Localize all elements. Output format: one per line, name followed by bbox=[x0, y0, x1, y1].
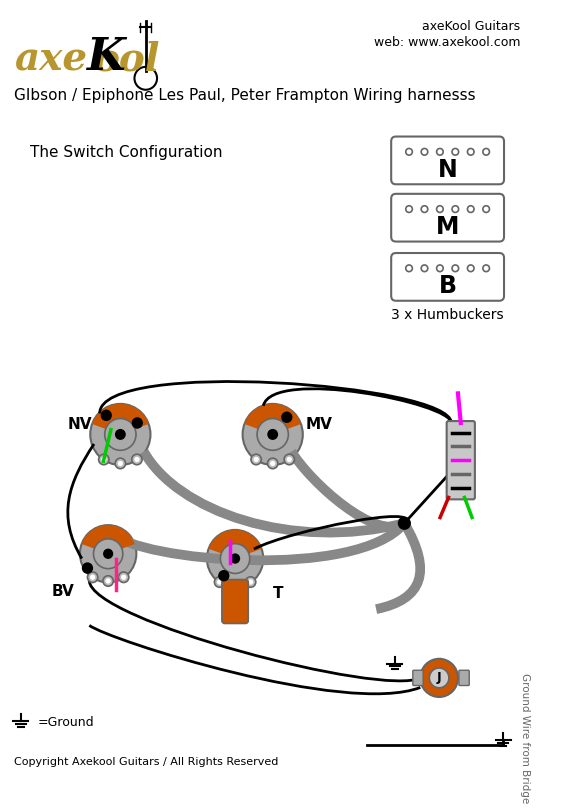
Circle shape bbox=[230, 553, 240, 564]
Circle shape bbox=[268, 458, 278, 469]
Circle shape bbox=[243, 404, 303, 465]
Circle shape bbox=[115, 429, 126, 440]
Text: The Switch Configuration: The Switch Configuration bbox=[30, 145, 223, 160]
Circle shape bbox=[132, 417, 143, 428]
Circle shape bbox=[115, 458, 125, 469]
Circle shape bbox=[437, 206, 443, 212]
Circle shape bbox=[101, 457, 107, 463]
Circle shape bbox=[251, 454, 261, 465]
Circle shape bbox=[267, 429, 278, 440]
Circle shape bbox=[105, 578, 111, 584]
Circle shape bbox=[100, 410, 112, 421]
Text: N: N bbox=[438, 158, 458, 182]
Circle shape bbox=[452, 148, 459, 156]
Text: ool: ool bbox=[94, 40, 160, 79]
Circle shape bbox=[90, 574, 95, 580]
Text: Ground Wire from Bridge: Ground Wire from Bridge bbox=[520, 673, 530, 804]
Text: NV: NV bbox=[67, 417, 92, 433]
FancyBboxPatch shape bbox=[413, 670, 423, 685]
Text: web: www.axekool.com: web: www.axekool.com bbox=[374, 36, 520, 49]
Circle shape bbox=[90, 404, 150, 465]
FancyBboxPatch shape bbox=[391, 194, 504, 241]
Circle shape bbox=[80, 525, 136, 582]
Text: axeKool Guitars: axeKool Guitars bbox=[422, 20, 520, 33]
Circle shape bbox=[406, 206, 412, 212]
Circle shape bbox=[232, 583, 238, 588]
FancyBboxPatch shape bbox=[447, 421, 475, 499]
Circle shape bbox=[214, 577, 225, 587]
Polygon shape bbox=[209, 530, 261, 554]
Text: K: K bbox=[87, 36, 125, 79]
Circle shape bbox=[406, 265, 412, 271]
Text: MV: MV bbox=[306, 417, 332, 433]
Circle shape bbox=[230, 581, 240, 591]
Circle shape bbox=[483, 148, 489, 156]
Circle shape bbox=[132, 454, 142, 465]
Circle shape bbox=[398, 517, 411, 530]
Circle shape bbox=[253, 457, 259, 463]
Circle shape bbox=[284, 454, 294, 465]
Circle shape bbox=[421, 148, 428, 156]
Circle shape bbox=[270, 461, 276, 466]
Circle shape bbox=[87, 572, 98, 582]
Text: =Ground: =Ground bbox=[37, 716, 94, 729]
Circle shape bbox=[246, 577, 256, 587]
Circle shape bbox=[207, 530, 263, 587]
Circle shape bbox=[221, 544, 249, 573]
Circle shape bbox=[134, 457, 139, 463]
Text: T: T bbox=[273, 586, 283, 601]
Circle shape bbox=[437, 148, 443, 156]
Circle shape bbox=[119, 572, 129, 582]
Polygon shape bbox=[92, 404, 149, 429]
Circle shape bbox=[420, 659, 458, 697]
FancyBboxPatch shape bbox=[222, 579, 248, 624]
Circle shape bbox=[483, 265, 489, 271]
Circle shape bbox=[452, 206, 459, 212]
Circle shape bbox=[421, 206, 428, 212]
Circle shape bbox=[121, 574, 126, 580]
Circle shape bbox=[467, 148, 474, 156]
Circle shape bbox=[103, 548, 113, 559]
Circle shape bbox=[217, 579, 222, 585]
Text: BV: BV bbox=[52, 585, 74, 599]
Circle shape bbox=[421, 265, 428, 271]
Circle shape bbox=[286, 457, 292, 463]
Circle shape bbox=[257, 419, 289, 450]
Circle shape bbox=[94, 539, 123, 569]
Circle shape bbox=[82, 562, 93, 573]
Text: B: B bbox=[439, 275, 456, 298]
Circle shape bbox=[483, 206, 489, 212]
FancyBboxPatch shape bbox=[391, 137, 504, 184]
Text: axe: axe bbox=[14, 40, 87, 79]
Circle shape bbox=[105, 419, 136, 450]
Circle shape bbox=[467, 206, 474, 212]
Circle shape bbox=[118, 461, 123, 466]
Circle shape bbox=[99, 454, 109, 465]
Text: GIbson / Epiphone Les Paul, Peter Frampton Wiring harnesss: GIbson / Epiphone Les Paul, Peter Frampt… bbox=[14, 88, 476, 103]
Polygon shape bbox=[244, 404, 301, 429]
Circle shape bbox=[406, 148, 412, 156]
Text: 3 x Humbuckers: 3 x Humbuckers bbox=[391, 308, 504, 322]
FancyBboxPatch shape bbox=[391, 253, 504, 301]
Circle shape bbox=[248, 579, 253, 585]
Circle shape bbox=[281, 411, 293, 423]
Circle shape bbox=[437, 265, 443, 271]
FancyBboxPatch shape bbox=[459, 670, 469, 685]
Polygon shape bbox=[82, 525, 134, 549]
Circle shape bbox=[218, 570, 230, 582]
Circle shape bbox=[452, 265, 459, 271]
Circle shape bbox=[467, 265, 474, 271]
Text: J: J bbox=[437, 671, 442, 684]
Circle shape bbox=[134, 67, 157, 90]
Circle shape bbox=[429, 668, 449, 688]
Circle shape bbox=[103, 576, 113, 586]
Text: M: M bbox=[436, 215, 459, 239]
Text: Copyright Axekool Guitars / All Rights Reserved: Copyright Axekool Guitars / All Rights R… bbox=[14, 757, 278, 767]
